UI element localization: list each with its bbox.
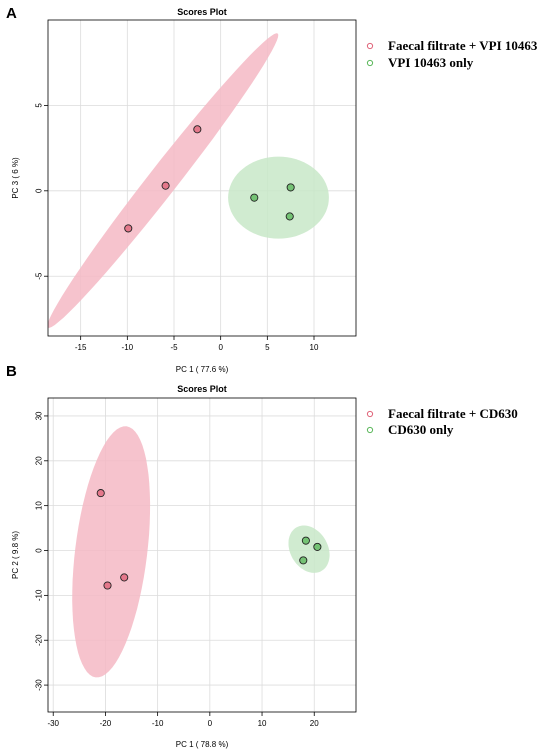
x-tick-label: 0 [208, 719, 213, 728]
y-tick-label: -30 [35, 679, 44, 691]
panel-b: B Scores Plot -30 -20 -10 0 10 20 -30 -20 -10 0 10 20… [6, 363, 518, 749]
x-tick-label: -30 [47, 719, 59, 728]
legend-marker [366, 59, 374, 67]
x-tick-label: -15 [75, 343, 87, 352]
legend-entry: Faecal filtrate + CD630 [388, 406, 518, 421]
data-point [193, 125, 202, 134]
confidence-ellipse-1 [288, 525, 330, 573]
x-tick-label: -20 [100, 719, 112, 728]
data-point [161, 181, 170, 190]
data-point [313, 542, 322, 551]
panel-letter: B [6, 363, 17, 380]
x-tick-label: -10 [152, 719, 164, 728]
y-tick-label: -5 [35, 272, 44, 280]
x-axis-label: PC 1 ( 78.8 %) [176, 740, 229, 749]
legend-entry: VPI 10463 only [388, 55, 474, 70]
legend-entry: CD630 only [388, 422, 454, 437]
x-tick-label: 0 [218, 343, 223, 352]
x-tick-label: 5 [265, 343, 270, 352]
y-tick-label: -10 [35, 589, 44, 601]
panel-a: A Scores Plot -15 -10 -5 0 5 10 -5 0 5 PC 1 ( 77.6 … [6, 5, 538, 374]
y-tick-label: 0 [35, 548, 44, 553]
data-point [285, 212, 294, 221]
legend-marker [366, 410, 374, 418]
y-tick-label: 20 [35, 456, 44, 465]
legend-marker [366, 426, 374, 434]
data-point [250, 193, 259, 202]
data-point [120, 573, 129, 582]
plot-area [48, 33, 329, 328]
x-tick-label: 10 [258, 719, 267, 728]
y-axis-label: PC 2 ( 9.8 %) [11, 531, 20, 579]
confidence-ellipse-1 [228, 156, 329, 239]
y-axis-label: PC 3 ( 6 %) [11, 157, 20, 199]
x-tick-label: 10 [310, 343, 319, 352]
legend-entry: Faecal filtrate + VPI 10463 [388, 38, 538, 53]
confidence-ellipse-0 [48, 33, 279, 328]
y-tick-label: 10 [35, 501, 44, 510]
y-tick-label: 5 [35, 103, 44, 108]
y-tick-label: -20 [35, 634, 44, 646]
chart-title: Scores Plot [177, 384, 227, 394]
confidence-ellipse-0 [72, 426, 151, 678]
chart-title: Scores Plot [177, 7, 227, 17]
y-tick-label: 0 [35, 188, 44, 193]
data-point [124, 224, 133, 233]
legend-marker [366, 42, 374, 50]
x-axis-label: PC 1 ( 77.6 %) [176, 365, 229, 374]
data-point [301, 536, 310, 545]
data-point [299, 556, 308, 565]
x-tick-label: -5 [170, 343, 178, 352]
x-tick-label: 20 [310, 719, 319, 728]
plot-area [72, 426, 330, 678]
data-point [96, 489, 105, 498]
legend: Faecal filtrate + VPI 10463 VPI 10463 onl… [366, 38, 538, 70]
plot-frame [47, 397, 357, 713]
plot-frame [47, 19, 357, 337]
panel-letter: A [6, 5, 17, 22]
data-point [286, 183, 295, 192]
y-tick-label: 30 [35, 411, 44, 420]
data-point [103, 581, 112, 590]
x-tick-label: -10 [122, 343, 134, 352]
